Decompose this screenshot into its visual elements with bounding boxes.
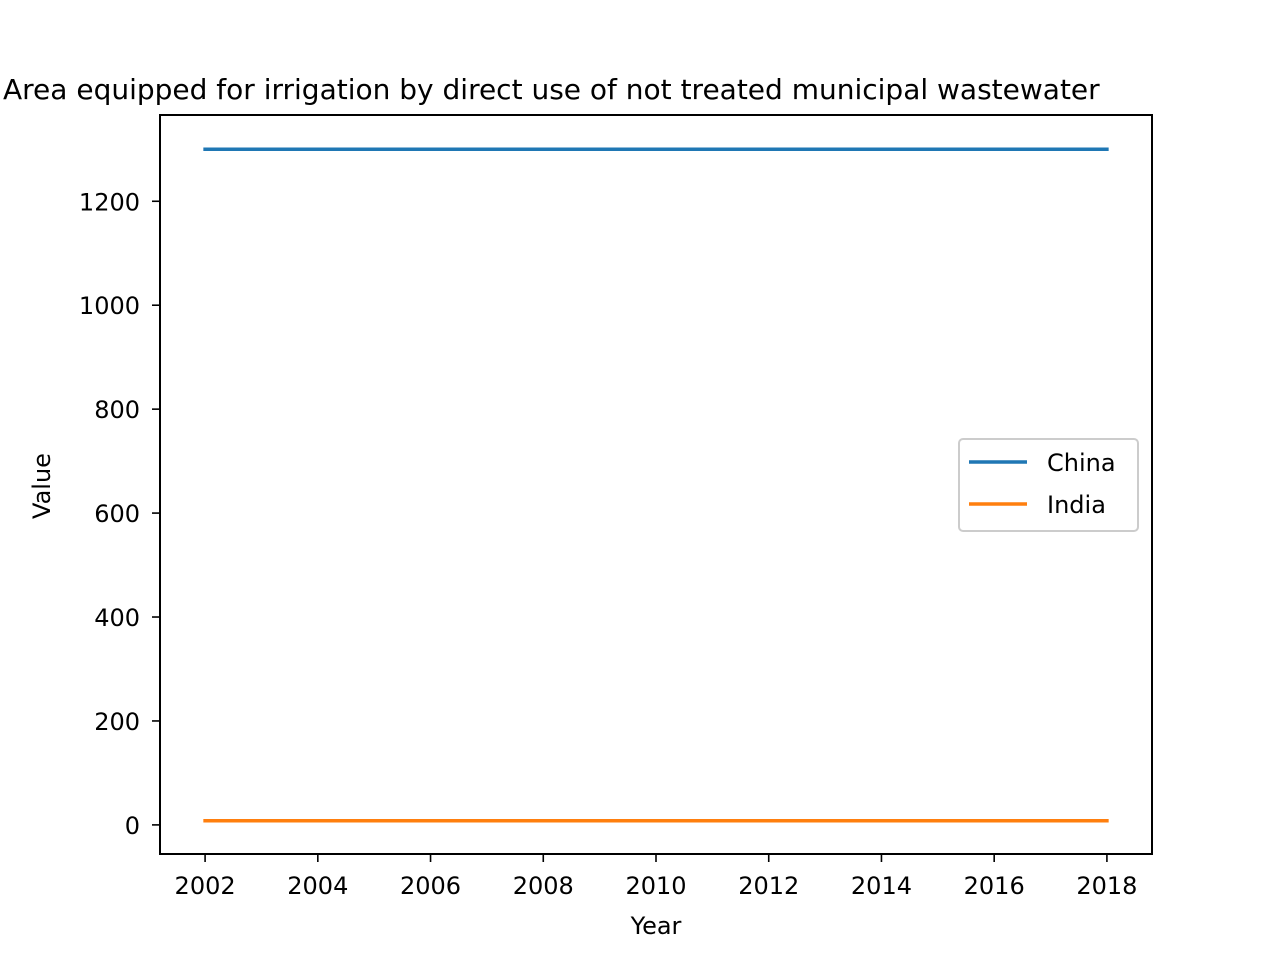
y-tick-label: 1000 — [79, 292, 140, 320]
legend-label-china: China — [1047, 449, 1116, 477]
y-tick-label: 0 — [125, 812, 140, 840]
chart-title: Area equipped for irrigation by direct u… — [3, 73, 1100, 106]
x-tick-label: 2004 — [287, 872, 348, 900]
plot-area: 2002 2004 2006 2008 2010 2012 2014 2016 2018 0 200… — [79, 114, 1153, 900]
y-tick-label: 200 — [94, 708, 140, 736]
x-tick-label: 2008 — [513, 872, 574, 900]
y-axis-label: Value — [28, 453, 56, 519]
y-tick-label: 400 — [94, 604, 140, 632]
x-tick-label: 2014 — [851, 872, 912, 900]
y-tick-label: 800 — [94, 396, 140, 424]
y-tick-label: 1200 — [79, 188, 140, 216]
legend-label-india: India — [1047, 491, 1106, 519]
x-tick-label: 2018 — [1076, 872, 1137, 900]
x-tick-label: 2002 — [175, 872, 236, 900]
x-tick-label: 2006 — [400, 872, 461, 900]
x-axis-label: Year — [630, 912, 682, 940]
legend: China India — [958, 438, 1139, 532]
x-tick-label: 2010 — [625, 872, 686, 900]
y-tick-label: 600 — [94, 500, 140, 528]
x-tick-label: 2016 — [964, 872, 1025, 900]
x-tick-label: 2012 — [738, 872, 799, 900]
